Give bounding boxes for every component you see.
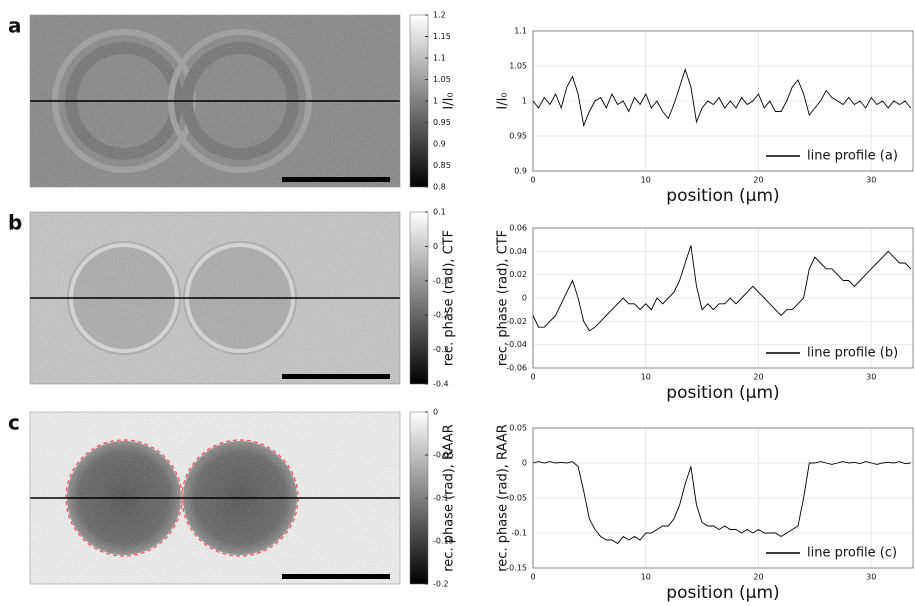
colorbar-tick-label: 1.05 [433,75,451,84]
colorbar-tick-label: -0.3 [433,345,449,354]
scale-bar [282,177,390,182]
y-tick-label: 0.06 [509,224,527,233]
colorbar-tick-label: 1 [433,97,438,106]
colorbar-tick-label: 1.15 [433,32,451,41]
colorbar-tick-label: 0.8 [433,183,446,192]
plot-frame [532,227,914,369]
x-tick-label: 20 [753,176,763,185]
colorbar [409,211,429,385]
scale-bar [282,374,390,379]
colorbar-label: rec. phase (rad), CTF [442,230,457,366]
colorbar-tick-label: -0.2 [433,311,449,320]
x-tick-label: 0 [530,176,535,185]
y-tick-label: 0.9 [514,167,527,176]
y-tick-label: 0.04 [509,247,527,256]
x-axis-label: position (µm) [666,383,779,403]
panel-label: b [8,211,22,235]
legend-label: line profile (c) [807,546,897,561]
colorbar-tick-label: -0.1 [433,494,449,503]
colorbar-label: I/I₀ [442,92,457,109]
x-tick-label: 0 [530,373,535,382]
colorbar-tick-label: 0 [433,408,438,417]
panel-label: a [8,14,22,38]
colorbar-tick-label: 0.9 [433,140,446,149]
y-tick-label: 0 [522,459,527,468]
y-tick-label: 1.1 [514,27,527,36]
y-axis-label: rec. phase (rad), CTF [496,230,511,366]
y-tick-label: -0.1 [511,529,527,538]
colorbar-tick-label: 1.2 [433,11,446,20]
y-axis-label: I/I₀ [496,92,511,109]
profile-curve [532,68,912,128]
y-tick-label: -0.06 [506,364,527,373]
y-tick-label: 1 [522,97,527,106]
x-tick-label: 0 [530,573,535,582]
colorbar-tick-label: 0.1 [433,208,446,217]
y-tick-label: 0.95 [509,132,527,141]
colorbar-tick-label: -0.1 [433,276,449,285]
legend-label: line profile (b) [807,346,898,361]
scale-bar [282,574,390,579]
colorbar-tick-label: 0.95 [433,118,451,127]
x-tick-label: 30 [866,176,876,185]
x-tick-label: 10 [641,176,651,185]
colorbar-tick-label: -0.15 [433,537,454,546]
y-tick-label: -0.04 [506,340,527,349]
y-tick-label: 1.05 [509,62,527,71]
y-tick-label: 0.05 [509,424,527,433]
image-frame [29,14,401,188]
y-tick-label: 0.02 [509,270,527,279]
x-tick-label: 10 [641,373,651,382]
colorbar-tick-label: 0.85 [433,161,451,170]
x-tick-label: 20 [753,573,763,582]
x-axis-label: position (µm) [666,186,779,206]
colorbar-tick-label: -0.2 [433,580,449,589]
x-tick-label: 30 [866,373,876,382]
x-axis-label: position (µm) [666,583,779,603]
colorbar-tick-label: -0.4 [433,380,449,389]
profile-curve [532,245,912,332]
y-tick-label: -0.15 [506,564,527,573]
x-tick-label: 20 [753,373,763,382]
x-tick-label: 10 [641,573,651,582]
colorbar-label: rec. phase (rad), RAAR [442,424,457,572]
plot-frame [532,427,914,569]
image-frame [29,411,401,585]
colorbar-tick-label: -0.05 [433,451,454,460]
panel-label: c [8,411,20,435]
legend-label: line profile (a) [807,149,898,164]
profile-curve [532,461,911,545]
y-tick-label: -0.02 [506,317,527,326]
image-frame [29,211,401,385]
y-tick-label: 0 [522,294,527,303]
colorbar-tick-label: 1.1 [433,54,446,63]
x-tick-label: 30 [866,573,876,582]
y-tick-label: -0.05 [506,494,527,503]
y-axis-label: rec. phase (rad), RAAR [496,424,511,572]
colorbar-tick-label: 0 [433,242,438,251]
